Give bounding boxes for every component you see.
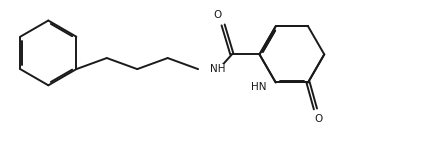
Text: NH: NH — [210, 64, 225, 74]
Text: O: O — [314, 114, 322, 124]
Text: O: O — [213, 10, 221, 20]
Text: HN: HN — [251, 82, 267, 92]
